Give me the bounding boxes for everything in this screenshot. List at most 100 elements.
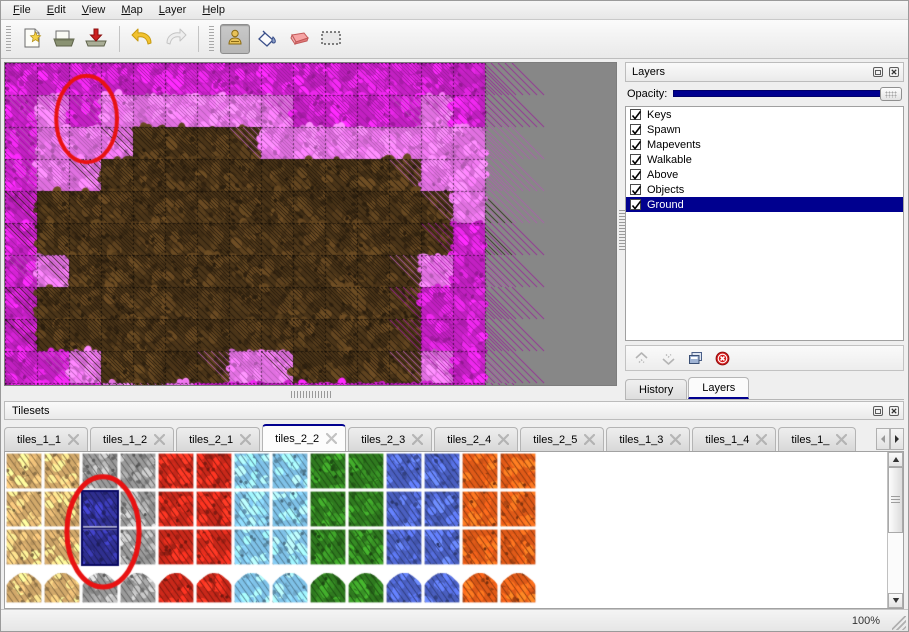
- map-canvas[interactable]: [5, 63, 616, 385]
- layer-visibility-checkbox[interactable]: [630, 184, 642, 195]
- save-file-button[interactable]: [81, 24, 111, 54]
- map-horizontal-scrollbar[interactable]: [4, 388, 617, 400]
- menu-view[interactable]: View: [81, 4, 106, 16]
- layer-visibility-checkbox[interactable]: [630, 109, 642, 120]
- move-layer-down-icon[interactable]: [659, 349, 677, 367]
- menu-map[interactable]: Map: [121, 4, 143, 16]
- tileset-vertical-scrollbar[interactable]: [887, 452, 903, 608]
- eraser-tool-button[interactable]: [284, 24, 314, 54]
- float-window-icon[interactable]: [871, 404, 884, 417]
- tileset-tab-label: tiles_2_4: [447, 433, 492, 446]
- new-file-button[interactable]: [17, 24, 47, 54]
- layer-visibility-checkbox[interactable]: [630, 139, 642, 150]
- vertical-splitter[interactable]: [619, 59, 625, 401]
- close-tab-icon[interactable]: [240, 434, 252, 445]
- scroll-up-arrow-icon[interactable]: [888, 452, 903, 467]
- layer-row[interactable]: Spawn: [626, 122, 903, 137]
- opacity-slider[interactable]: [673, 87, 903, 101]
- rect-select-tool-button[interactable]: [316, 24, 346, 54]
- knob-grip-icon: [885, 90, 898, 98]
- fill-bucket-tool-button[interactable]: [252, 24, 282, 54]
- menu-layer[interactable]: Layer: [158, 4, 187, 16]
- layer-name-label: Spawn: [647, 123, 681, 136]
- duplicate-layer-icon[interactable]: [686, 349, 704, 367]
- layer-row[interactable]: Walkable: [626, 152, 903, 167]
- toolbar-drag-handle[interactable]: [5, 26, 12, 52]
- close-tab-icon[interactable]: [670, 434, 682, 445]
- tilesets-panel-titlebar: Tilesets: [4, 401, 904, 420]
- scrollbar-track[interactable]: [888, 467, 903, 593]
- tileset-tab-tiles_2_3[interactable]: tiles_2_3: [348, 427, 433, 451]
- menu-file[interactable]: File: [13, 4, 31, 16]
- layer-list[interactable]: Keys Spawn Mapevents Walkable Above Objects Gr…: [625, 106, 904, 341]
- statusbar: 100%: [1, 609, 908, 631]
- tilesets-panel: Tilesets tiles_1_1 tiles_1_2 tiles_2_1 tile…: [1, 401, 908, 609]
- slider-fill: [673, 90, 892, 97]
- layer-visibility-checkbox[interactable]: [630, 154, 642, 165]
- layer-visibility-checkbox[interactable]: [630, 169, 642, 180]
- menu-edit[interactable]: Edit: [46, 4, 66, 16]
- close-icon[interactable]: [887, 66, 900, 79]
- slider-knob[interactable]: [880, 87, 903, 101]
- layers-panel-title: Layers: [632, 66, 666, 78]
- layer-row[interactable]: Above: [626, 167, 903, 182]
- close-tab-icon[interactable]: [412, 434, 424, 445]
- tileset-tabs[interactable]: tiles_1_1 tiles_1_2 tiles_2_1 tiles_2_2 tile…: [4, 423, 876, 451]
- tileset-tab-tiles_1_1[interactable]: tiles_1_1: [4, 427, 89, 451]
- tool-group-drag-handle[interactable]: [208, 26, 215, 52]
- undo-arrow-icon: [131, 28, 155, 51]
- tileset-canvas-wrap[interactable]: [5, 452, 887, 608]
- tileset-tab-tiles_1_3[interactable]: tiles_1_3: [606, 427, 691, 451]
- chevron-left-icon[interactable]: [876, 428, 890, 450]
- open-folder-icon: [52, 27, 76, 52]
- map-hscroll-grip[interactable]: [290, 390, 331, 398]
- layer-actions-toolbar: [625, 345, 904, 371]
- tileset-tab-tiles_2_2[interactable]: tiles_2_2: [262, 424, 347, 451]
- dock-tab-layers[interactable]: Layers: [688, 377, 750, 399]
- stamp-brush-tool-button[interactable]: [220, 24, 250, 54]
- layer-visibility-checkbox[interactable]: [630, 199, 642, 210]
- chevron-right-icon[interactable]: [890, 428, 904, 450]
- dock-tab-history[interactable]: History: [625, 379, 688, 399]
- close-icon[interactable]: [887, 404, 900, 417]
- redo-button[interactable]: [160, 24, 190, 54]
- map-viewport[interactable]: [4, 62, 617, 386]
- tilesets-panel-title: Tilesets: [12, 404, 50, 417]
- close-tab-icon[interactable]: [498, 434, 510, 445]
- close-tab-icon[interactable]: [756, 434, 768, 445]
- tileset-tab-tiles_1_[interactable]: tiles_1_: [778, 427, 857, 451]
- tileset-tab-tiles_1_4[interactable]: tiles_1_4: [692, 427, 777, 451]
- open-file-button[interactable]: [49, 24, 79, 54]
- tileset-viewport: [4, 451, 904, 609]
- delete-layer-icon[interactable]: [713, 349, 731, 367]
- fill-bucket-icon: [256, 28, 278, 51]
- close-tab-icon[interactable]: [154, 434, 166, 445]
- tileset-tab-tiles_2_5[interactable]: tiles_2_5: [520, 427, 605, 451]
- layer-row[interactable]: Ground: [626, 197, 903, 212]
- tileset-tab-label: tiles_2_3: [361, 433, 406, 446]
- tileset-tab-label: tiles_2_5: [533, 433, 578, 446]
- undo-button[interactable]: [128, 24, 158, 54]
- menu-help[interactable]: Help: [202, 4, 225, 16]
- close-tab-icon[interactable]: [326, 433, 338, 444]
- scrollbar-thumb[interactable]: [888, 467, 903, 533]
- layer-visibility-checkbox[interactable]: [630, 124, 642, 135]
- close-tab-icon[interactable]: [584, 434, 596, 445]
- tileset-tab-label: tiles_1_2: [103, 433, 148, 446]
- scroll-down-arrow-icon[interactable]: [888, 593, 903, 608]
- move-layer-up-icon[interactable]: [632, 349, 650, 367]
- tileset-tab-tiles_1_2[interactable]: tiles_1_2: [90, 427, 175, 451]
- close-tab-icon[interactable]: [836, 434, 848, 445]
- layer-row[interactable]: Mapevents: [626, 137, 903, 152]
- menubar: File Edit View Map Layer Help: [1, 1, 908, 20]
- window-resize-grip[interactable]: [892, 616, 906, 630]
- layer-row[interactable]: Keys: [626, 107, 903, 122]
- splitter-grip[interactable]: [619, 210, 625, 250]
- tileset-tab-tiles_2_4[interactable]: tiles_2_4: [434, 427, 519, 451]
- layer-row[interactable]: Objects: [626, 182, 903, 197]
- float-window-icon[interactable]: [871, 66, 884, 79]
- close-tab-icon[interactable]: [68, 434, 80, 445]
- tileset-tab-tiles_2_1[interactable]: tiles_2_1: [176, 427, 261, 451]
- tileset-palette-canvas[interactable]: [5, 452, 887, 608]
- dock-tabbar[interactable]: History Layers: [625, 375, 904, 400]
